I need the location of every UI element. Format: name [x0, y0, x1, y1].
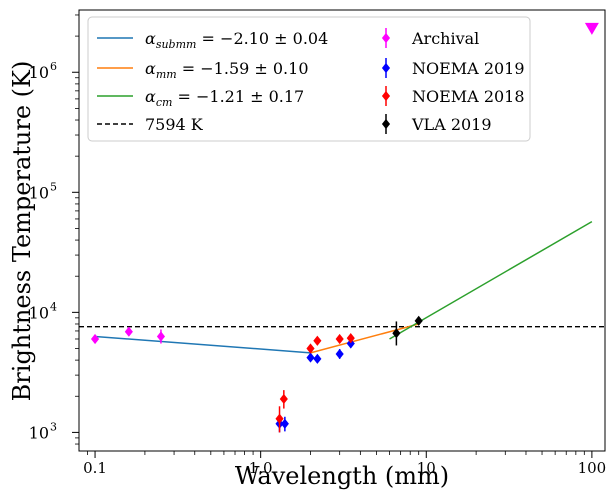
data-point-1-1 — [280, 418, 289, 429]
data-point-1-5 — [346, 338, 355, 349]
plot-frame — [78, 9, 606, 452]
y-tick-label-1: 10 — [29, 303, 49, 322]
x-tick-label-3: 100 — [578, 459, 607, 477]
plot-area — [79, 22, 605, 433]
x-tick-label-1: 1.0 — [249, 459, 273, 477]
y-tick-exponent-0: 3 — [50, 420, 57, 433]
legend-series-label-3: VLA 2019 — [411, 115, 492, 134]
legend-marker-0 — [381, 32, 391, 44]
data-point-0-1 — [124, 326, 133, 337]
data-point-0-2 — [156, 331, 166, 342]
data-point-1-4 — [335, 348, 344, 360]
data-point-3-1 — [414, 315, 423, 326]
x-axis-label: Wavelength (mm) — [235, 462, 449, 490]
legend-marker-3 — [381, 118, 391, 130]
fit-line-1 — [310, 323, 419, 354]
legend-label-0: αsubmm = −2.10 ± 0.04 — [145, 29, 328, 51]
data-point-0-0 — [90, 333, 100, 345]
legend-series-label-0: Archival — [411, 29, 479, 48]
fit-line-2 — [389, 220, 593, 340]
y-tick-exponent-1: 4 — [50, 300, 57, 313]
legend-label-1: αmm = −1.59 ± 0.10 — [145, 59, 309, 81]
upper-limit-marker — [584, 22, 599, 35]
y-tick-exponent-2: 5 — [50, 180, 57, 193]
legend-label-3: 7594 K — [145, 115, 204, 134]
data-point-1-2 — [306, 352, 315, 363]
y-tick-exponent-3: 6 — [50, 60, 57, 73]
fit-line-0 — [94, 335, 311, 354]
legend: αsubmm = −2.10 ± 0.04 αmm = −1.59 ± 0.10 α… — [87, 16, 531, 142]
legend-marker-1 — [381, 62, 391, 74]
legend-marker-2 — [381, 90, 391, 102]
data-point-1-3 — [313, 353, 322, 364]
legend-box — [87, 16, 531, 142]
data-point-2-5 — [346, 333, 355, 344]
y-axis-label: Brightness Temperature (K) — [8, 61, 36, 402]
y-tick-label-0: 10 — [29, 423, 49, 442]
y-tick-label-2: 10 — [29, 183, 49, 202]
legend-series-label-1: NOEMA 2019 — [412, 59, 525, 78]
data-point-2-2 — [306, 343, 315, 354]
x-tick-label-2: 10 — [417, 459, 436, 477]
legend-label-2: αcm = −1.21 ± 0.17 — [145, 87, 304, 109]
data-point-2-1 — [279, 393, 288, 405]
data-point-2-0 — [275, 413, 284, 424]
legend-series-label-2: NOEMA 2018 — [412, 87, 525, 106]
y-tick-label-3: 10 — [29, 63, 49, 82]
data-point-2-4 — [335, 333, 344, 345]
data-point-2-3 — [313, 335, 322, 346]
data-point-3-0 — [392, 328, 401, 339]
x-tick-label-0: 0.1 — [83, 459, 107, 477]
